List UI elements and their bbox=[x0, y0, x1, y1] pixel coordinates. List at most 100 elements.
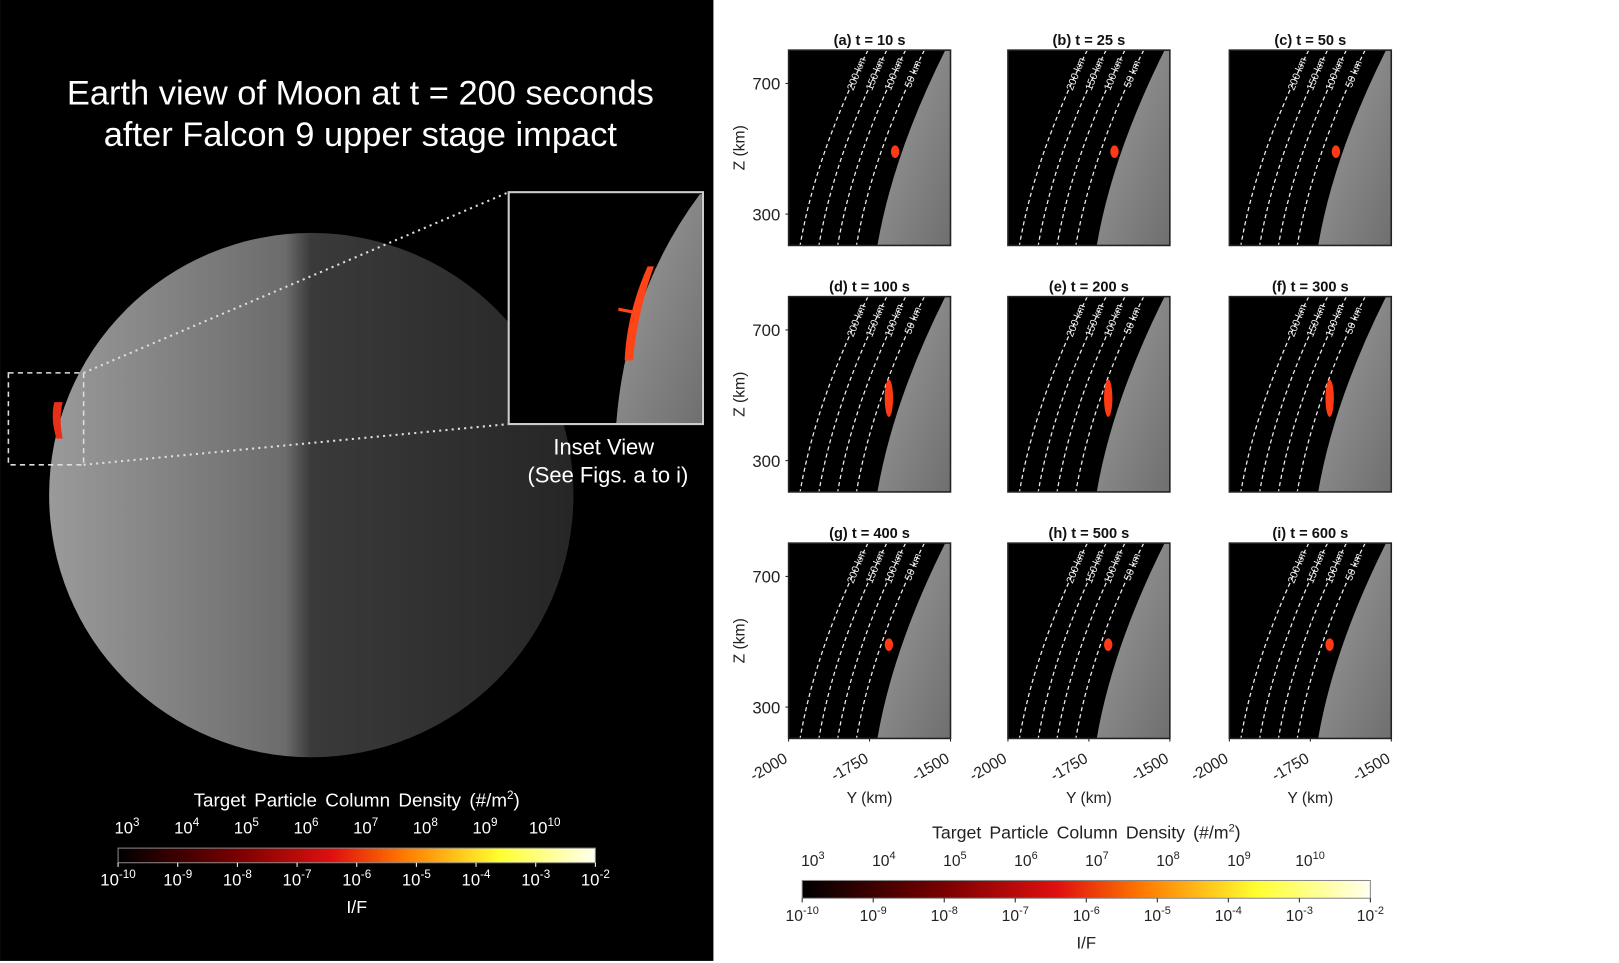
altitude-contour bbox=[1018, 296, 1088, 493]
colorbar-tick-label: 10-2 bbox=[1357, 905, 1384, 925]
plume bbox=[52, 402, 63, 439]
colorbar-right: Target Particle Column Density (#/m2)10-… bbox=[786, 823, 1384, 953]
altitude-contour bbox=[799, 296, 869, 493]
tick-base: 10 bbox=[872, 853, 890, 870]
y-tick-label: -2000 bbox=[747, 750, 790, 785]
colorbar-tick-label: 10-6 bbox=[342, 868, 371, 890]
colorbar-top-label: 107 bbox=[1085, 850, 1109, 870]
y-axis-label: Y (km) bbox=[1066, 790, 1112, 807]
inset-surface bbox=[616, 194, 702, 424]
colorbar-title: Target Particle Column Density (#/m2) bbox=[932, 823, 1241, 843]
ejecta-plume bbox=[1325, 379, 1334, 417]
tick-exponent: 8 bbox=[1174, 850, 1180, 862]
panel-frame bbox=[1228, 295, 1393, 493]
altitude-contour bbox=[837, 296, 907, 493]
tick-base: 10 bbox=[931, 908, 949, 925]
tick-base: 10 bbox=[860, 908, 878, 925]
colorbar-label: I/F bbox=[1077, 933, 1096, 952]
tick-exponent: -7 bbox=[1019, 905, 1029, 917]
panel-title: (c) t = 50 s bbox=[1274, 33, 1346, 49]
colorbar-tick-label: 10-7 bbox=[1002, 905, 1029, 925]
tick-exponent: -8 bbox=[948, 905, 958, 917]
colorbar-tick-label: 10-10 bbox=[786, 905, 819, 925]
y-tick-label: -1500 bbox=[1129, 750, 1172, 785]
y-tick-label: -1750 bbox=[1048, 750, 1091, 785]
altitude-contour bbox=[818, 296, 888, 493]
panel-title: (h) t = 500 s bbox=[1048, 526, 1129, 542]
lunar-surface bbox=[877, 296, 951, 492]
colorbar-top-label: 106 bbox=[293, 816, 318, 838]
tick-exponent: -4 bbox=[1232, 905, 1242, 917]
title-line: Earth view of Moon at t = 200 seconds bbox=[67, 74, 654, 112]
inset-plume bbox=[618, 307, 640, 315]
tick-base: 10 bbox=[472, 818, 491, 837]
colorbar-top-label: 105 bbox=[234, 816, 260, 838]
colorbar-top-label: 107 bbox=[353, 816, 378, 838]
tick-base: 10 bbox=[1002, 908, 1020, 925]
tick-base: 10 bbox=[462, 871, 481, 890]
colorbar-top-label: 109 bbox=[472, 816, 497, 838]
tick-base: 10 bbox=[1357, 908, 1375, 925]
tick-base: 10 bbox=[1295, 853, 1313, 870]
z-axis-label: Z (km) bbox=[732, 372, 749, 417]
tick-base: 10 bbox=[1227, 853, 1245, 870]
colorbar-title-end: ) bbox=[514, 789, 520, 810]
tick-exponent: 10 bbox=[1313, 850, 1325, 862]
tick-exponent: -6 bbox=[361, 868, 371, 881]
altitude-contour bbox=[1056, 49, 1126, 246]
tick-base: 10 bbox=[293, 818, 312, 837]
tick-exponent: -2 bbox=[599, 868, 609, 881]
altitude-contour bbox=[1296, 542, 1366, 739]
z-axis-label: Z (km) bbox=[732, 618, 749, 663]
colorbar-top-label: 109 bbox=[1227, 850, 1251, 870]
ejecta-plume bbox=[1331, 145, 1341, 158]
tick-base: 10 bbox=[1014, 853, 1032, 870]
altitude-contour bbox=[855, 542, 925, 739]
zoom-line bbox=[83, 423, 509, 466]
colorbar-top-label: 108 bbox=[1156, 850, 1180, 870]
tick-exponent: -10 bbox=[119, 868, 136, 881]
ejecta-plume bbox=[890, 145, 900, 158]
tick-base: 10 bbox=[581, 871, 600, 890]
panel-title: (a) t = 10 s bbox=[834, 33, 906, 49]
altitude-contour bbox=[855, 49, 925, 246]
panel-frame bbox=[1007, 49, 1171, 247]
colorbar-label: I/F bbox=[346, 897, 367, 917]
altitude-contour bbox=[818, 542, 888, 739]
y-tick-label: -2000 bbox=[1188, 750, 1231, 785]
y-axis-label: Y (km) bbox=[847, 790, 893, 807]
ejecta-plume bbox=[1104, 379, 1113, 417]
colorbar-bar bbox=[117, 847, 596, 864]
colorbar-tick-label: 10-4 bbox=[462, 868, 491, 890]
colorbar-title: Target Particle Column Density (#/m2) bbox=[194, 789, 520, 811]
z-tick-label: 300 bbox=[752, 205, 780, 224]
tick-exponent: -9 bbox=[182, 868, 192, 881]
tick-base: 10 bbox=[1144, 908, 1162, 925]
z-axis-label: Z (km) bbox=[732, 125, 749, 170]
colorbar-tick-label: 10-7 bbox=[283, 868, 312, 890]
tick-base: 10 bbox=[801, 853, 819, 870]
tick-exponent: -7 bbox=[301, 868, 311, 881]
colorbar-tick-label: 10-9 bbox=[163, 868, 192, 890]
lunar-surface bbox=[1096, 50, 1170, 246]
ejecta-plume bbox=[884, 638, 894, 651]
panel-frame bbox=[787, 295, 952, 493]
colorbar-top-label: 108 bbox=[413, 816, 438, 838]
tick-base: 10 bbox=[353, 818, 372, 837]
altitude-contour bbox=[1259, 542, 1329, 739]
lunar-surface bbox=[877, 50, 951, 246]
tick-base: 10 bbox=[1215, 908, 1233, 925]
altitude-contour bbox=[1075, 542, 1145, 739]
tick-base: 10 bbox=[786, 908, 804, 925]
y-tick-label: -2000 bbox=[967, 750, 1010, 785]
altitude-contour bbox=[1056, 542, 1126, 739]
colorbar-top-label: 104 bbox=[872, 850, 896, 870]
tick-exponent: 7 bbox=[372, 816, 379, 829]
tick-base: 10 bbox=[223, 871, 242, 890]
colorbar-tick-label: 10-6 bbox=[1073, 905, 1100, 925]
tick-base: 10 bbox=[283, 871, 302, 890]
tick-exponent: 3 bbox=[133, 816, 140, 829]
panel-title: (d) t = 100 s bbox=[829, 279, 910, 295]
panel-title: (g) t = 400 s bbox=[829, 526, 910, 542]
altitude-contour bbox=[1296, 296, 1366, 493]
